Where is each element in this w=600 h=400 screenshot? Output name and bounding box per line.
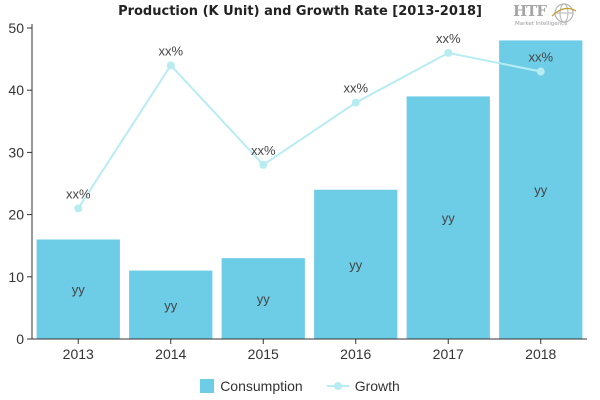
y-tick-label: 40 (8, 82, 24, 98)
legend-label-consumption: Consumption (220, 378, 303, 394)
logo-word: HTF (513, 2, 547, 20)
chart-legend: Consumption Growth (0, 378, 600, 394)
x-tick-label: 2013 (63, 346, 94, 362)
htf-logo: HTF Market Intelligence (513, 2, 583, 36)
growth-data-label: xx% (66, 186, 91, 201)
y-tick-label: 0 (16, 331, 24, 347)
bar-data-label: yy (72, 282, 86, 297)
growth-data-label: xx% (436, 31, 461, 46)
y-tick-label: 50 (8, 20, 24, 36)
growth-data-label: xx% (528, 50, 553, 65)
bar-consumption-2014[interactable] (129, 270, 213, 339)
logo-tagline: Market Intelligence (515, 21, 568, 27)
legend-item-consumption[interactable]: Consumption (200, 378, 303, 394)
growth-data-label: xx% (343, 81, 368, 96)
bar-consumption-2015[interactable] (221, 258, 305, 339)
globe-icon (551, 3, 577, 23)
legend-swatch-growth (326, 379, 349, 393)
growth-point-2013[interactable] (74, 204, 83, 213)
growth-line (77, 51, 541, 209)
legend-swatch-consumption (200, 379, 215, 393)
bar-consumption-2016[interactable] (314, 189, 398, 339)
growth-point-2018[interactable] (536, 67, 545, 76)
bar-data-label: yy (164, 298, 178, 313)
growth-data-label: xx% (158, 43, 183, 58)
growth-point-2014[interactable] (166, 61, 175, 70)
bar-data-label: yy (534, 183, 548, 198)
y-tick-label: 20 (8, 207, 24, 223)
legend-label-growth: Growth (354, 378, 400, 394)
bar-data-label: yy (257, 292, 271, 307)
bar-data-label: yy (349, 257, 363, 272)
y-tick-label: 10 (8, 269, 24, 285)
bar-consumption-2017[interactable] (406, 96, 490, 339)
bar-consumption-2018[interactable] (499, 40, 583, 339)
x-tick-label: 2018 (525, 346, 556, 362)
legend-item-growth[interactable]: Growth (326, 378, 400, 394)
growth-point-2017[interactable] (444, 48, 453, 57)
x-tick-label: 2015 (248, 346, 279, 362)
growth-point-2016[interactable] (351, 98, 360, 107)
bar-consumption-2013[interactable] (36, 239, 120, 339)
y-tick-label: 30 (8, 144, 24, 160)
growth-point-2015[interactable] (259, 160, 268, 169)
bar-data-label: yy (442, 211, 456, 226)
chart-title: Production (K Unit) and Growth Rate [201… (118, 4, 482, 19)
x-tick-label: 2016 (340, 346, 371, 362)
x-tick-label: 2014 (155, 346, 186, 362)
growth-data-label: xx% (251, 143, 276, 158)
x-tick-label: 2017 (433, 346, 464, 362)
